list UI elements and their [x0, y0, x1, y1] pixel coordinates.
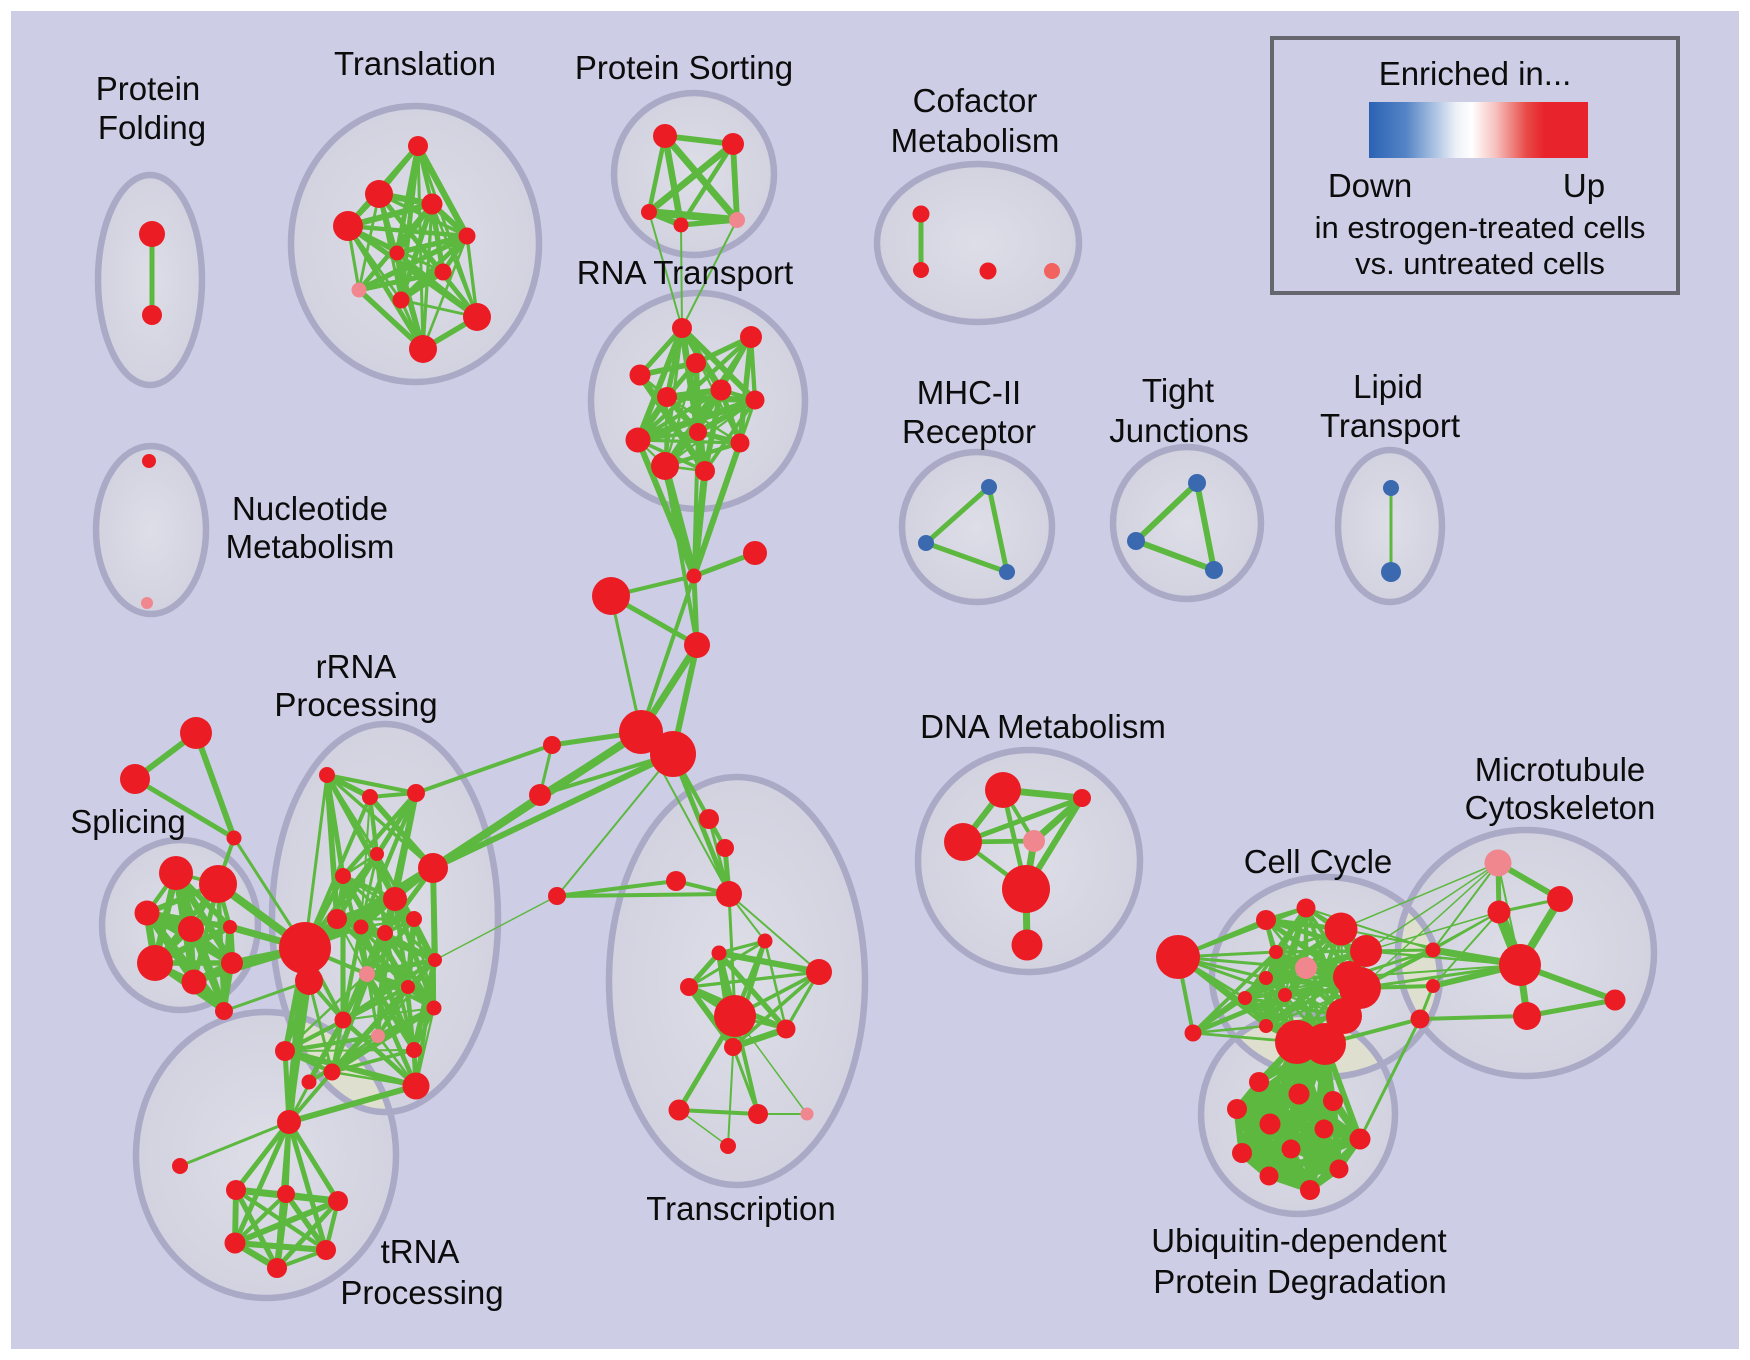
svg-text:Receptor: Receptor: [902, 413, 1036, 450]
svg-text:Processing: Processing: [340, 1274, 503, 1311]
svg-text:Protein: Protein: [96, 70, 201, 107]
svg-text:Down: Down: [1328, 167, 1412, 204]
svg-text:Ubiquitin-dependent: Ubiquitin-dependent: [1151, 1222, 1446, 1259]
svg-text:Folding: Folding: [98, 109, 206, 146]
svg-text:in estrogen-treated cells: in estrogen-treated cells: [1315, 210, 1646, 245]
svg-text:rRNA: rRNA: [316, 648, 397, 685]
svg-text:vs. untreated cells: vs. untreated cells: [1355, 246, 1605, 281]
svg-text:Cell Cycle: Cell Cycle: [1244, 843, 1393, 880]
svg-text:Up: Up: [1563, 167, 1605, 204]
svg-text:Nucleotide: Nucleotide: [232, 490, 388, 527]
svg-text:Cytoskeleton: Cytoskeleton: [1465, 789, 1656, 826]
svg-text:Junctions: Junctions: [1109, 412, 1248, 449]
svg-text:Lipid: Lipid: [1353, 368, 1423, 405]
svg-text:Protein Degradation: Protein Degradation: [1153, 1263, 1447, 1300]
svg-text:Cofactor: Cofactor: [913, 82, 1038, 119]
svg-text:MHC-II: MHC-II: [917, 374, 1021, 411]
svg-text:tRNA: tRNA: [381, 1233, 460, 1270]
svg-text:Translation: Translation: [334, 45, 496, 82]
svg-text:Transcription: Transcription: [646, 1190, 836, 1227]
svg-text:Transport: Transport: [1320, 407, 1460, 444]
svg-text:RNA Transport: RNA Transport: [577, 254, 793, 291]
svg-text:Tight: Tight: [1142, 372, 1214, 409]
svg-text:Microtubule: Microtubule: [1475, 751, 1646, 788]
svg-text:Metabolism: Metabolism: [891, 122, 1060, 159]
svg-text:Processing: Processing: [274, 686, 437, 723]
svg-text:DNA Metabolism: DNA Metabolism: [920, 708, 1166, 745]
svg-text:Metabolism: Metabolism: [226, 528, 395, 565]
svg-text:Enriched in...: Enriched in...: [1379, 55, 1572, 92]
svg-text:Protein Sorting: Protein Sorting: [575, 49, 793, 86]
svg-text:Splicing: Splicing: [70, 803, 186, 840]
